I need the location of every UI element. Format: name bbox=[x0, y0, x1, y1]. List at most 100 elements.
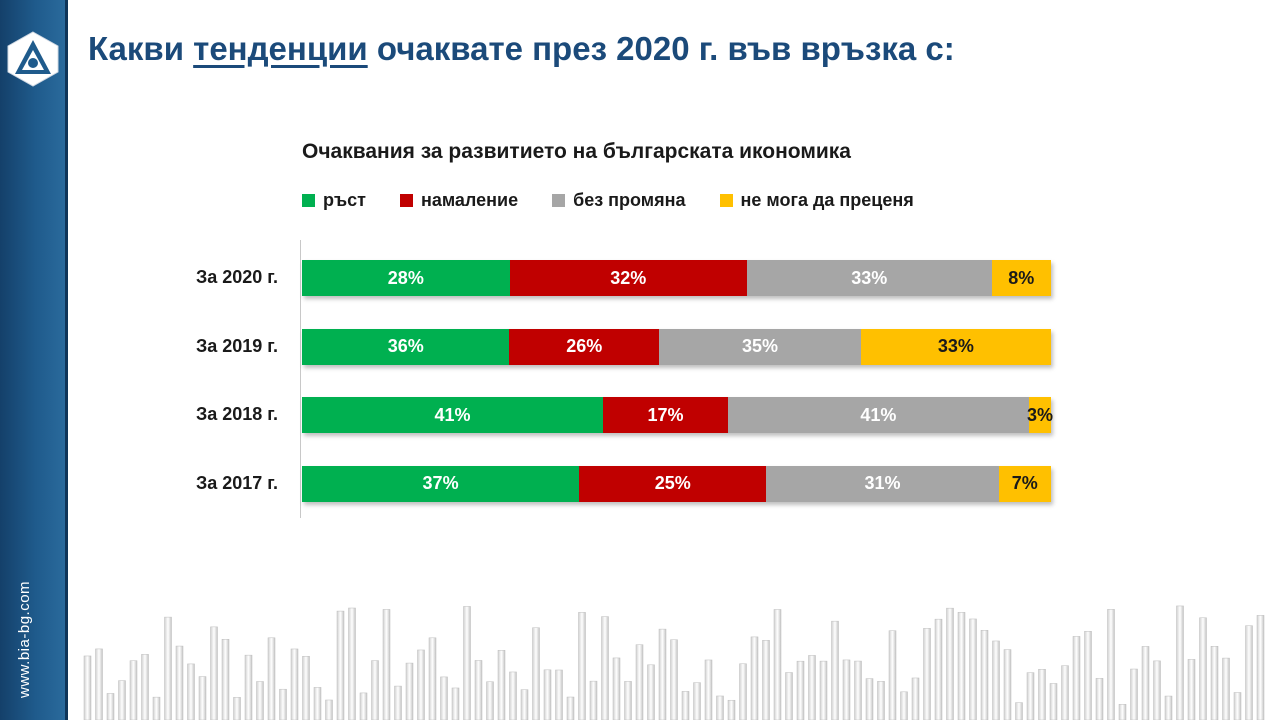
chart-title: Очаквания за развитието на българската и… bbox=[302, 140, 851, 163]
stacked-bar: 36% 26% 35% 33% bbox=[302, 328, 1051, 365]
decorative-bar bbox=[601, 616, 609, 720]
decorative-bar bbox=[900, 691, 908, 720]
decorative-bar bbox=[221, 639, 230, 720]
decorative-bar bbox=[256, 681, 264, 720]
title-emphasis: тенденции bbox=[193, 30, 368, 67]
decorative-bar bbox=[463, 606, 471, 720]
decorative-bar bbox=[1072, 636, 1081, 720]
decorative-bar bbox=[118, 680, 126, 720]
legend-label: ръст bbox=[323, 190, 366, 210]
decorative-bar bbox=[1084, 631, 1092, 720]
decorative-bar bbox=[1222, 657, 1230, 720]
decorative-bar bbox=[681, 691, 690, 720]
legend-swatch bbox=[719, 194, 733, 207]
decorative-bar bbox=[1164, 695, 1173, 720]
bar-segment: 41% bbox=[727, 397, 1029, 433]
decorative-bar bbox=[589, 680, 598, 720]
decorative-bar bbox=[946, 607, 954, 720]
title-prefix: Какви bbox=[88, 30, 194, 67]
decorative-bar bbox=[474, 660, 483, 720]
decorative-bar bbox=[1015, 702, 1023, 720]
decorative-bar bbox=[704, 659, 713, 720]
data-label: 32% bbox=[610, 267, 647, 288]
decorative-bar bbox=[934, 618, 943, 720]
bia-logo-icon bbox=[7, 31, 59, 87]
decorative-bar bbox=[739, 663, 747, 720]
decorative-bar bbox=[83, 655, 92, 720]
bar-segment: 7% bbox=[998, 465, 1051, 502]
decorative-bar bbox=[233, 697, 241, 720]
bar-segment: 35% bbox=[659, 328, 861, 365]
decorative-bar bbox=[750, 636, 759, 720]
decorative-bar bbox=[348, 607, 356, 720]
decorative-bar bbox=[210, 626, 218, 720]
data-label: 41% bbox=[860, 404, 897, 425]
decorative-bar bbox=[198, 676, 207, 720]
decorative-bar bbox=[716, 695, 724, 720]
page-title: Какви тенденции очаквате през 2020 г. въ… bbox=[88, 30, 955, 68]
decorative-bar bbox=[1233, 692, 1242, 720]
data-label: 35% bbox=[742, 336, 779, 356]
data-label: 25% bbox=[654, 473, 691, 493]
bar-segment: 3% bbox=[1027, 397, 1053, 433]
decorative-bar bbox=[1199, 617, 1207, 720]
decorative-bar bbox=[578, 612, 586, 720]
decorative-bar bbox=[106, 693, 115, 720]
legend-label: намаление bbox=[420, 190, 519, 210]
category-axis-line bbox=[300, 240, 301, 518]
decorative-bar bbox=[624, 681, 632, 720]
decorative-bar bbox=[325, 699, 333, 720]
decorative-bar bbox=[532, 627, 540, 720]
decorative-bar bbox=[417, 649, 425, 720]
decorative-bar bbox=[693, 682, 701, 720]
category-label: За 2017 г. bbox=[195, 472, 278, 493]
decorative-bar bbox=[773, 609, 782, 720]
data-label: 7% bbox=[1011, 473, 1038, 493]
decorative-bar bbox=[1003, 649, 1012, 720]
decorative-bar bbox=[520, 689, 529, 720]
data-label: 26% bbox=[566, 336, 603, 356]
decorative-bar bbox=[877, 681, 885, 720]
legend-label: не мога да преценя bbox=[740, 190, 914, 210]
decorative-bar bbox=[129, 660, 138, 720]
decorative-bar bbox=[1107, 609, 1115, 720]
decorative-bar bbox=[440, 676, 448, 720]
decorative-bar bbox=[152, 696, 161, 720]
decorative-bar bbox=[95, 648, 103, 720]
decorative-bar bbox=[831, 620, 839, 720]
decorative-bar bbox=[1049, 683, 1058, 720]
decorative-bar bbox=[302, 656, 310, 720]
decorative-bar bbox=[187, 663, 195, 720]
decorative-bar bbox=[164, 616, 172, 720]
decorative-bar bbox=[819, 660, 828, 720]
decorative-bar bbox=[1245, 625, 1253, 720]
website-url: www.bia-bg.com bbox=[16, 580, 33, 698]
bar-segment: 41% bbox=[302, 397, 604, 433]
data-label: 17% bbox=[647, 404, 684, 425]
decorative-bar bbox=[336, 610, 345, 720]
stacked-bar: 41% 17% 41% 3% bbox=[302, 397, 1053, 433]
decorative-bar bbox=[244, 654, 253, 720]
bar-segment: 8% bbox=[991, 260, 1051, 296]
bar-segment: 32% bbox=[509, 260, 747, 296]
decorative-bar bbox=[923, 628, 931, 720]
legend-swatch bbox=[399, 194, 413, 207]
decorative-bar bbox=[555, 669, 563, 720]
decorative-bar bbox=[566, 696, 575, 720]
legend-swatch bbox=[552, 194, 566, 207]
decorative-bar bbox=[911, 677, 920, 720]
bar-segment: 36% bbox=[302, 328, 510, 365]
decorative-bar bbox=[405, 662, 414, 720]
data-label: 41% bbox=[434, 404, 471, 425]
decorative-bar bbox=[313, 687, 322, 720]
decorative-bar bbox=[1153, 660, 1161, 720]
bar-segment: 31% bbox=[766, 465, 999, 502]
bar-segment: 33% bbox=[860, 328, 1051, 365]
decorative-bar bbox=[1176, 605, 1184, 720]
legend-label: без промяна bbox=[573, 190, 686, 210]
decorative-bar bbox=[497, 650, 506, 720]
decorative-bar bbox=[762, 640, 770, 720]
decorative-bar bbox=[969, 618, 977, 720]
decorative-bar bbox=[1141, 646, 1150, 720]
decorative-bar bbox=[992, 640, 1000, 720]
